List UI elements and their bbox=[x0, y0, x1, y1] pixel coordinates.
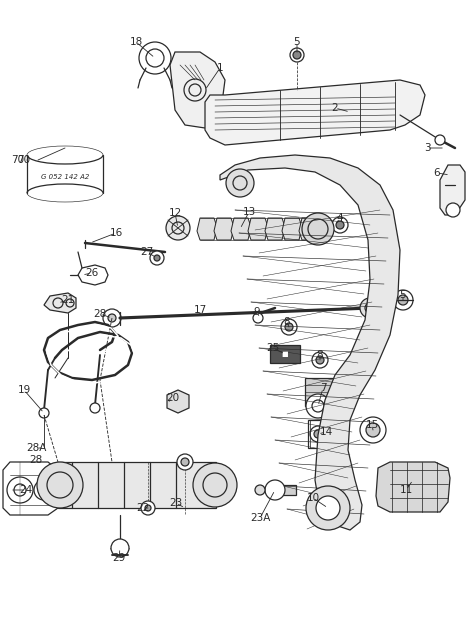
Circle shape bbox=[446, 203, 460, 217]
Polygon shape bbox=[197, 218, 217, 240]
Bar bbox=[58, 462, 216, 508]
Polygon shape bbox=[214, 218, 234, 240]
Text: 23A: 23A bbox=[250, 513, 270, 523]
Polygon shape bbox=[282, 218, 302, 240]
Text: 24: 24 bbox=[19, 485, 33, 495]
Polygon shape bbox=[265, 218, 285, 240]
Text: 28: 28 bbox=[93, 309, 107, 319]
Circle shape bbox=[285, 323, 293, 331]
Bar bbox=[305, 378, 345, 406]
Text: ■: ■ bbox=[282, 351, 288, 357]
Text: 14: 14 bbox=[319, 427, 333, 437]
Circle shape bbox=[316, 356, 324, 364]
Circle shape bbox=[316, 496, 340, 520]
Text: 28: 28 bbox=[29, 455, 43, 465]
Text: 28A: 28A bbox=[26, 443, 46, 453]
Circle shape bbox=[108, 314, 116, 322]
Text: 8: 8 bbox=[283, 317, 290, 327]
Text: 23: 23 bbox=[169, 498, 182, 508]
Text: 10: 10 bbox=[306, 493, 319, 503]
Text: 70: 70 bbox=[11, 155, 24, 165]
Polygon shape bbox=[167, 390, 189, 413]
Polygon shape bbox=[376, 462, 450, 512]
Circle shape bbox=[293, 51, 301, 59]
Circle shape bbox=[141, 501, 155, 515]
Polygon shape bbox=[170, 52, 225, 128]
Circle shape bbox=[314, 430, 322, 438]
Circle shape bbox=[181, 458, 189, 466]
Circle shape bbox=[253, 313, 263, 323]
Circle shape bbox=[306, 394, 330, 418]
Circle shape bbox=[255, 485, 265, 495]
Circle shape bbox=[154, 255, 160, 261]
Polygon shape bbox=[440, 165, 465, 215]
Text: 4: 4 bbox=[337, 213, 343, 223]
Circle shape bbox=[302, 213, 334, 245]
Circle shape bbox=[150, 251, 164, 265]
Circle shape bbox=[398, 295, 408, 305]
Circle shape bbox=[103, 309, 121, 327]
Text: G 052 142 A2: G 052 142 A2 bbox=[41, 174, 89, 180]
Circle shape bbox=[360, 298, 380, 318]
Circle shape bbox=[265, 480, 285, 500]
Text: 17: 17 bbox=[193, 305, 207, 315]
Polygon shape bbox=[231, 218, 251, 240]
Circle shape bbox=[184, 79, 206, 101]
Text: 5: 5 bbox=[294, 37, 301, 47]
Text: 20: 20 bbox=[166, 393, 180, 403]
Polygon shape bbox=[3, 462, 58, 515]
Text: 1: 1 bbox=[217, 63, 223, 73]
Circle shape bbox=[226, 169, 254, 197]
Text: 6: 6 bbox=[434, 168, 440, 178]
Bar bbox=[270, 345, 300, 363]
Text: 18: 18 bbox=[129, 37, 143, 47]
Circle shape bbox=[306, 486, 350, 530]
Text: 8: 8 bbox=[317, 350, 323, 360]
Text: 27: 27 bbox=[140, 247, 154, 257]
Circle shape bbox=[166, 216, 190, 240]
Circle shape bbox=[37, 462, 83, 508]
Circle shape bbox=[90, 403, 100, 413]
Circle shape bbox=[177, 454, 193, 470]
Circle shape bbox=[312, 352, 328, 368]
Text: 21: 21 bbox=[61, 295, 74, 305]
Text: 2: 2 bbox=[332, 103, 338, 113]
Circle shape bbox=[310, 426, 326, 442]
Circle shape bbox=[360, 417, 386, 443]
Text: 9: 9 bbox=[254, 307, 260, 317]
Bar bbox=[278, 485, 296, 495]
Polygon shape bbox=[299, 218, 319, 240]
Polygon shape bbox=[248, 218, 268, 240]
Text: 19: 19 bbox=[18, 385, 31, 395]
Polygon shape bbox=[220, 155, 400, 530]
Text: 16: 16 bbox=[109, 228, 123, 238]
Text: 7: 7 bbox=[319, 383, 326, 393]
Circle shape bbox=[111, 539, 129, 557]
Circle shape bbox=[39, 408, 49, 418]
Text: 70: 70 bbox=[18, 155, 30, 165]
Circle shape bbox=[145, 505, 151, 511]
Circle shape bbox=[193, 463, 237, 507]
Bar bbox=[308, 420, 346, 448]
Text: 26: 26 bbox=[85, 268, 99, 278]
Circle shape bbox=[435, 135, 445, 145]
Circle shape bbox=[332, 217, 348, 233]
Circle shape bbox=[393, 290, 413, 310]
Text: 3: 3 bbox=[424, 143, 430, 153]
Text: 29: 29 bbox=[112, 553, 126, 563]
Text: 11: 11 bbox=[400, 485, 413, 495]
Text: 22: 22 bbox=[137, 503, 150, 513]
Circle shape bbox=[281, 319, 297, 335]
Text: 5: 5 bbox=[400, 290, 406, 300]
Text: 13: 13 bbox=[242, 207, 255, 217]
Text: 12: 12 bbox=[168, 208, 182, 218]
Polygon shape bbox=[44, 293, 76, 313]
Circle shape bbox=[366, 423, 380, 437]
Circle shape bbox=[39, 485, 49, 495]
Text: 25: 25 bbox=[266, 343, 280, 353]
Polygon shape bbox=[205, 80, 425, 145]
Text: 15: 15 bbox=[365, 420, 379, 430]
Circle shape bbox=[336, 221, 344, 229]
Circle shape bbox=[290, 48, 304, 62]
